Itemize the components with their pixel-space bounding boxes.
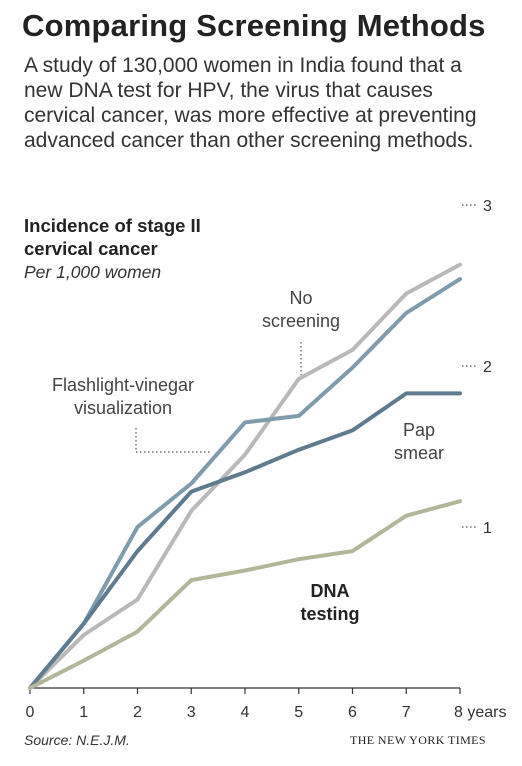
series-line xyxy=(28,262,462,690)
chart-title: Comparing Screening Methods xyxy=(22,8,486,43)
series-label: smear xyxy=(394,443,444,463)
series-label: Pap xyxy=(403,420,435,440)
y-axis-ticks: 1 2 3 xyxy=(462,198,492,537)
x-tick-label: 6 xyxy=(348,704,357,721)
series-label: Flashlight-vinegar xyxy=(52,375,194,395)
series-lines xyxy=(28,262,462,690)
x-axis-ticks: 0 1 2 3 4 5 6 7 8 years xyxy=(26,688,506,721)
label-leaders xyxy=(135,342,302,453)
series-label: visualization xyxy=(74,398,172,418)
x-tick-label: 1 xyxy=(79,704,88,721)
series-line xyxy=(28,391,462,690)
x-tick-label: 3 xyxy=(187,704,196,721)
y-tick-label: 2 xyxy=(483,359,492,376)
x-tick-label: 7 xyxy=(402,704,411,721)
credit-line: THE NEW YORK TIMES xyxy=(350,733,486,747)
x-tick-label: 8 years xyxy=(454,704,506,721)
flashlight-leader xyxy=(135,428,212,453)
series-label: DNA xyxy=(311,581,350,601)
x-tick-label: 0 xyxy=(26,704,35,721)
series-labels: No screening Flashlight-vinegar visualizati… xyxy=(52,288,444,624)
y-tick-label: 3 xyxy=(483,198,492,215)
series-label: testing xyxy=(300,604,359,624)
x-tick-label: 4 xyxy=(241,704,250,721)
source-note: Source: N.E.J.M. xyxy=(24,732,130,748)
y-tick-label: 1 xyxy=(483,520,492,537)
x-tick-label: 2 xyxy=(133,704,142,721)
y-axis-label: Incidence of stage II cervical cancer xyxy=(24,215,201,259)
series-line xyxy=(28,277,462,690)
chart-subtitle: A study of 130,000 women in India found … xyxy=(24,54,477,152)
x-tick-label: 5 xyxy=(294,704,303,721)
series-line xyxy=(28,499,462,690)
y-axis-unit: Per 1,000 women xyxy=(24,262,162,282)
series-label: No xyxy=(289,288,312,308)
series-label: screening xyxy=(262,311,340,331)
